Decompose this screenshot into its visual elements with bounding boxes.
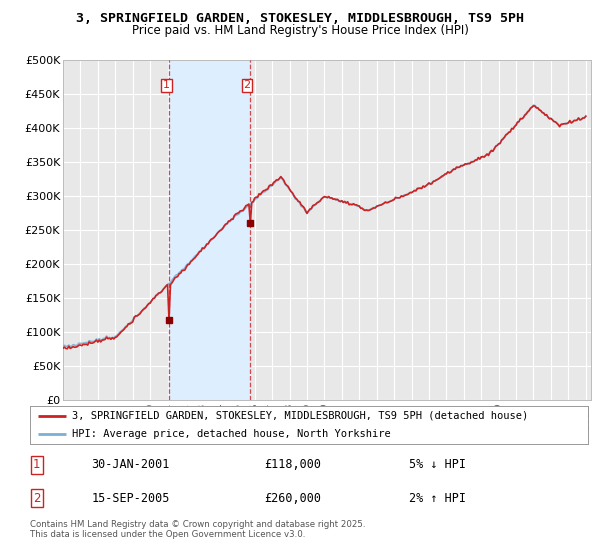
Text: HPI: Average price, detached house, North Yorkshire: HPI: Average price, detached house, Nort…	[72, 429, 391, 439]
Text: Contains HM Land Registry data © Crown copyright and database right 2025.
This d: Contains HM Land Registry data © Crown c…	[30, 520, 365, 539]
Text: 1: 1	[33, 458, 40, 472]
Text: 2: 2	[244, 80, 251, 90]
Text: 2% ↑ HPI: 2% ↑ HPI	[409, 492, 466, 505]
Text: 2: 2	[33, 492, 40, 505]
Text: 15-SEP-2005: 15-SEP-2005	[91, 492, 170, 505]
Text: 1: 1	[163, 80, 170, 90]
Text: 3, SPRINGFIELD GARDEN, STOKESLEY, MIDDLESBROUGH, TS9 5PH: 3, SPRINGFIELD GARDEN, STOKESLEY, MIDDLE…	[76, 12, 524, 25]
Bar	[169, 60, 250, 400]
Text: 5% ↓ HPI: 5% ↓ HPI	[409, 458, 466, 472]
Text: £260,000: £260,000	[265, 492, 322, 505]
Text: 3, SPRINGFIELD GARDEN, STOKESLEY, MIDDLESBROUGH, TS9 5PH (detached house): 3, SPRINGFIELD GARDEN, STOKESLEY, MIDDLE…	[72, 411, 528, 421]
Text: 30-JAN-2001: 30-JAN-2001	[91, 458, 170, 472]
Text: £118,000: £118,000	[265, 458, 322, 472]
Text: Price paid vs. HM Land Registry's House Price Index (HPI): Price paid vs. HM Land Registry's House …	[131, 24, 469, 36]
